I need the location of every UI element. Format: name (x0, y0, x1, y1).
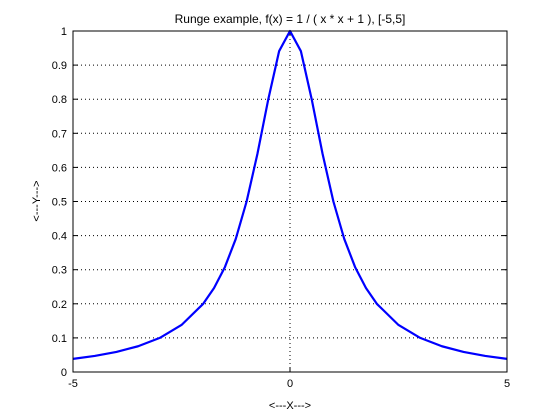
y-tick-labels: 0 0.1 0.2 0.3 0.4 0.5 0.6 0.7 0.8 0.9 1 (52, 26, 67, 379)
y-tick-label: 0.6 (52, 162, 67, 174)
y-tick-label: 0.1 (52, 333, 67, 345)
grid-lines (73, 31, 507, 372)
y-tick-label: 0 (61, 367, 67, 379)
y-tick-label: 0.3 (52, 265, 67, 277)
y-axis-label: <---Y---> (31, 180, 43, 221)
y-tick-label: 0.4 (52, 231, 67, 243)
y-tick-label: 0.7 (52, 128, 67, 140)
x-tick-label: -5 (68, 378, 78, 390)
y-tick-label: 0.9 (52, 60, 67, 72)
x-axis-label: <---X---> (269, 400, 311, 412)
x-tick-label: 0 (287, 378, 293, 390)
x-tick-label: 5 (504, 378, 510, 390)
x-tick-labels: -5 0 5 (68, 378, 510, 390)
y-tick-label: 0.5 (52, 197, 67, 209)
plot-frame (72, 30, 508, 373)
y-tick-label: 0.2 (52, 299, 67, 311)
y-tick-label: 1 (61, 26, 67, 38)
chart-title: Runge example, f(x) = 1 / ( x * x + 1 ),… (175, 12, 406, 26)
y-tick-label: 0.8 (52, 94, 67, 106)
